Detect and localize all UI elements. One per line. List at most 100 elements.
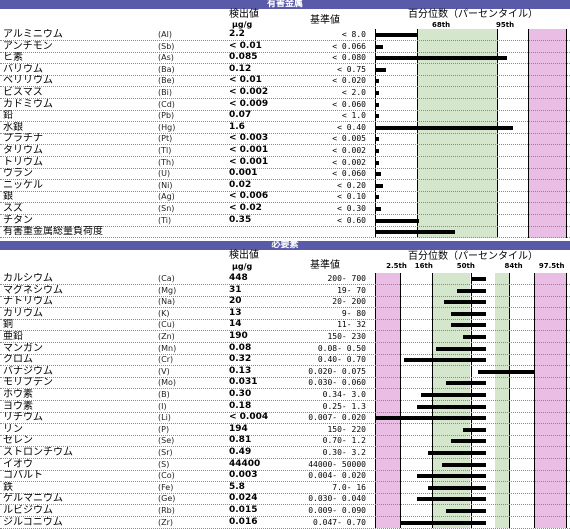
element-name: プラチナ — [3, 133, 43, 145]
reference-range: 7.0- 16 — [332, 482, 366, 492]
element-name: バリウム — [3, 63, 43, 75]
element-name: 亜鉛 — [3, 331, 23, 342]
result-bar — [443, 300, 486, 305]
unit-label: μg/g — [232, 20, 253, 29]
result-value: 0.81 — [229, 435, 252, 446]
reference-range: 0.25- 1.3 — [322, 401, 366, 411]
result-bar — [375, 56, 507, 61]
element-name: モリブデン — [3, 377, 53, 389]
element-name: ヒ素 — [3, 52, 23, 64]
element-name: ルビジウム — [3, 505, 53, 516]
element-name: ジルコニウム — [3, 516, 63, 528]
element-symbol: (Li) — [158, 413, 171, 423]
result-value: 44400 — [229, 458, 261, 469]
result-bar — [403, 358, 486, 363]
percentile-tick-label: 2.5th — [386, 262, 407, 270]
result-bar — [428, 451, 486, 455]
element-name: 水銀 — [3, 121, 23, 133]
result-bar — [375, 172, 381, 177]
reference-range: 0.030- 0.060 — [308, 378, 366, 388]
reference-range: 150- 220 — [327, 424, 366, 434]
element-symbol: (U) — [158, 169, 171, 179]
reference-range: < 0.066 — [332, 41, 366, 51]
table-row: ベリリウム (Be) < 0.01 < 0.020 — [0, 75, 570, 88]
element-name: タリウム — [3, 145, 43, 156]
reference-range: 0.70- 1.2 — [322, 436, 366, 446]
toxic-section-title: 有害金属 — [0, 0, 570, 9]
result-bar — [445, 509, 486, 513]
table-row: マンガン (Mn) 0.08 0.08- 0.50 — [0, 343, 570, 355]
table-row: 銅 (Cu) 14 11- 32 — [0, 319, 570, 332]
total-row: 有害重金属総量負荷度 — [0, 226, 570, 239]
element-symbol: (Pb) — [158, 111, 175, 121]
element-symbol: (Bi) — [158, 88, 172, 97]
reference-column-header: 基準値 — [310, 260, 340, 271]
element-name: ベリリウム — [3, 75, 53, 87]
result-bar — [375, 137, 379, 142]
result-bar — [399, 520, 486, 525]
element-name: ニッケル — [3, 179, 43, 191]
result-bar — [462, 335, 486, 339]
result-bar — [470, 277, 486, 281]
result-value: < 0.001 — [229, 145, 269, 155]
essential-header: 検出値 μg/g 基準値 百分位数（パーセンタイル） 2.5th 16th 50th… — [0, 250, 570, 273]
reference-range: 0.40- 0.70 — [317, 355, 366, 365]
table-row: 銀 (Ag) < 0.006 < 0.10 — [0, 191, 570, 204]
element-name: スズ — [3, 203, 23, 214]
result-bar — [417, 497, 486, 502]
element-name: イオウ — [3, 458, 33, 470]
result-bar — [451, 323, 486, 328]
percentile-column-header: 百分位数（パーセンタイル） — [408, 9, 538, 20]
result-bar — [375, 67, 387, 72]
element-name: カルシウム — [3, 273, 53, 284]
result-value: 31 — [229, 284, 242, 295]
element-symbol: (Pt) — [158, 134, 173, 144]
reference-range: < 2.0 — [341, 88, 366, 97]
result-bar — [375, 195, 379, 200]
element-name: ストロンチウム — [3, 447, 73, 458]
reference-range: 0.020- 0.075 — [308, 366, 366, 376]
result-value: < 0.006 — [229, 191, 269, 202]
result-bar — [375, 114, 379, 119]
reference-range: 0.047- 0.70 — [313, 517, 366, 527]
element-symbol: (Fe) — [158, 482, 174, 492]
element-symbol: (Ag) — [158, 192, 175, 202]
result-bar — [457, 288, 486, 293]
element-symbol: (P) — [158, 424, 170, 434]
value-column-header: 検出値 — [229, 9, 259, 20]
result-value: 0.024 — [229, 493, 258, 504]
element-name: リチウム — [3, 412, 43, 424]
reference-range: < 0.060 — [332, 99, 366, 109]
result-bar — [451, 311, 486, 316]
element-symbol: (Tl) — [158, 146, 172, 155]
element-symbol: (Sr) — [158, 448, 173, 457]
reference-range: 0.004- 0.020 — [308, 471, 366, 481]
table-row: バナジウム (V) 0.13 0.020- 0.075 — [0, 366, 570, 378]
result-value: 0.18 — [229, 400, 252, 411]
table-row: トリウム (Th) < 0.001 < 0.002 — [0, 157, 570, 169]
table-row: 亜鉛 (Zn) 190 150- 230 — [0, 331, 570, 343]
element-name: バナジウム — [3, 365, 53, 377]
reference-range: < 0.10 — [337, 192, 366, 202]
value-column-header: 検出値 — [229, 250, 259, 261]
result-bar — [428, 485, 486, 490]
result-value: 1.6 — [229, 121, 245, 132]
result-value: 0.35 — [229, 214, 252, 225]
table-row: コバルト (Co) 0.003 0.004- 0.020 — [0, 470, 570, 483]
element-name: カドミウム — [3, 98, 53, 110]
result-value: 194 — [229, 423, 248, 434]
element-symbol: (Ti) — [158, 215, 172, 225]
result-value: 0.003 — [229, 470, 258, 481]
table-row: ナトリウム (Na) 20 20- 200 — [0, 296, 570, 309]
reference-range: < 0.002 — [332, 157, 366, 167]
table-row: リチウム (Li) < 0.004 0.007- 0.020 — [0, 412, 570, 425]
result-value: 20 — [229, 296, 242, 307]
reference-range: 0.007- 0.020 — [308, 413, 366, 423]
toxic-metals-table: アルミニウム (Al) 2.2 < 8.0 アンチモン (Sb) < 0.01 < 0.066… — [0, 29, 570, 239]
table-row: イオウ (S) 44400 44000- 50000 — [0, 459, 570, 471]
result-value: 0.015 — [229, 505, 258, 515]
element-symbol: (Zn) — [158, 332, 175, 341]
reference-range: 0.030- 0.040 — [308, 494, 366, 504]
table-row: リン (P) 194 150- 220 — [0, 424, 570, 436]
element-symbol: (Cu) — [158, 320, 175, 330]
